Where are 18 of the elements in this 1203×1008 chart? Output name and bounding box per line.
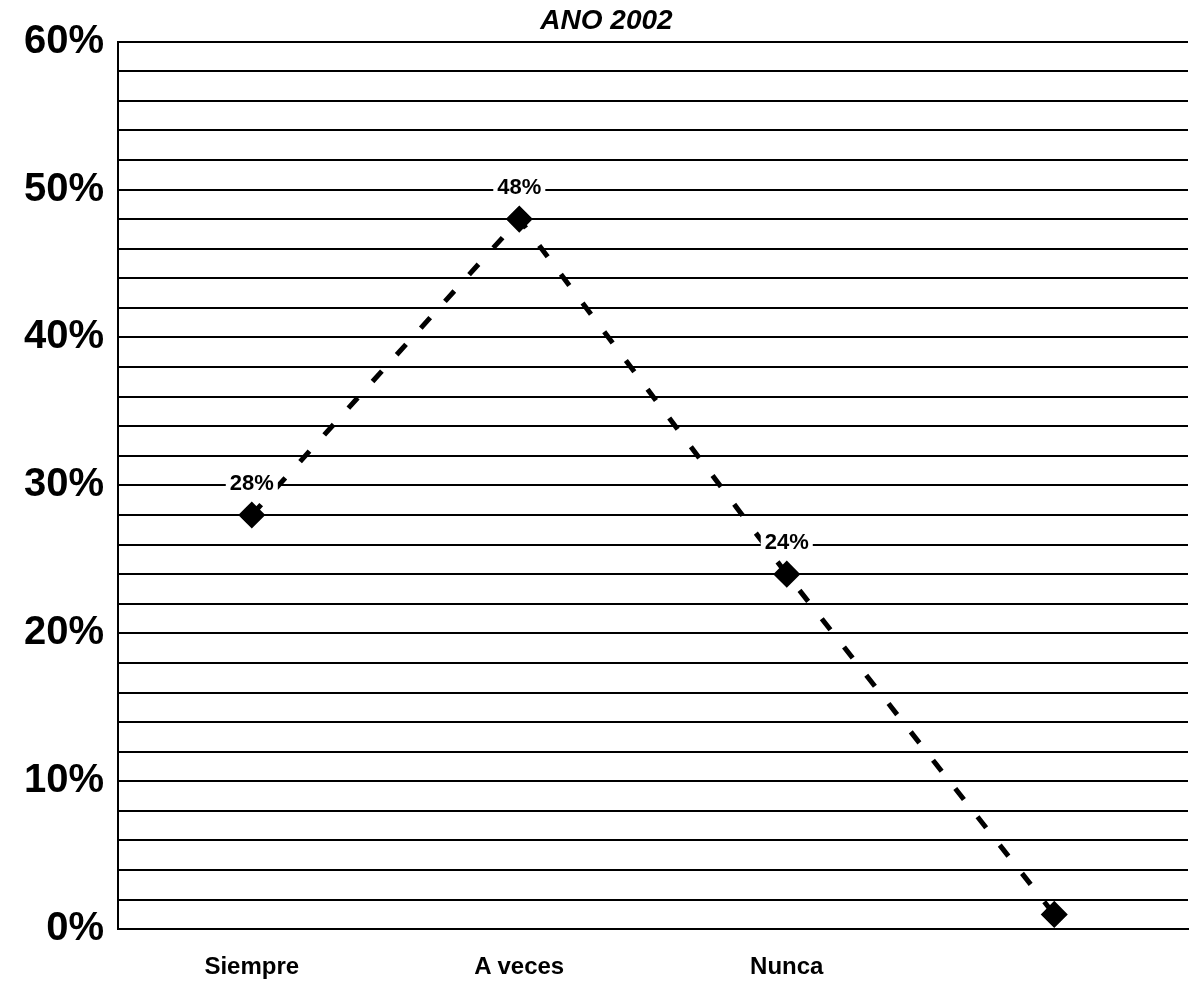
data-label: 24% [764,529,809,555]
x-tick-label: A veces [474,952,565,980]
y-tick-label: 20% [24,608,105,653]
y-tick-label: 50% [24,164,105,209]
y-tick-label: 40% [24,312,105,357]
point [506,206,532,232]
x-tick-label: Siempre [204,952,300,980]
point [774,561,800,587]
y-tick-label: 0% [46,904,105,949]
y-tick-label: 60% [24,16,105,61]
chart-title: ANO 2002 [539,3,674,35]
x-tick-label: Nunca [750,952,825,980]
point [239,502,265,528]
point [1041,901,1067,927]
data-label: 28% [229,470,274,496]
data-label: 48% [497,174,542,200]
y-tick-label: 30% [24,460,105,505]
y-tick-label: 10% [24,756,105,801]
